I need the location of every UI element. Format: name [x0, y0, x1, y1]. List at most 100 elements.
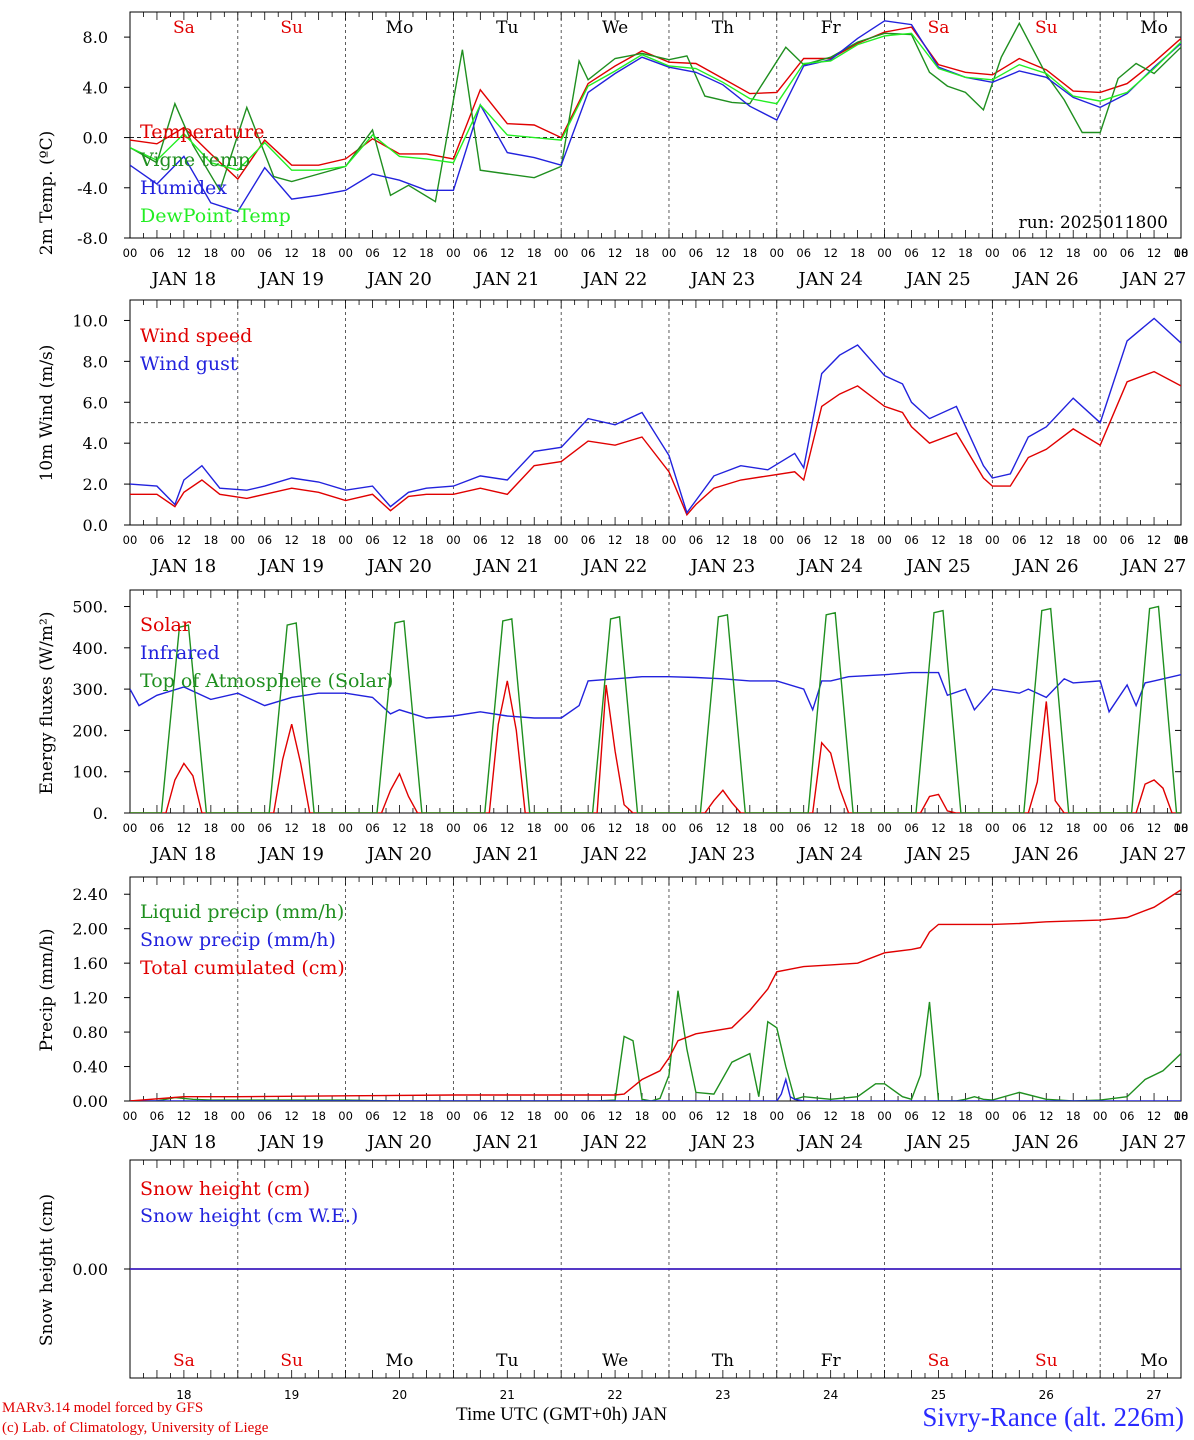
hour-label: 00 [1174, 821, 1189, 835]
hour-label: 12 [716, 246, 731, 260]
hour-label: 12 [823, 1109, 838, 1123]
legend-entry: Infrared [140, 642, 220, 664]
hour-label: 00 [877, 533, 892, 547]
time-axis-title: Time UTC (GMT+0h) JAN [456, 1404, 668, 1425]
date-label: JAN 27 [1120, 844, 1187, 865]
y-tick-label: 0.00 [72, 1260, 108, 1279]
chart-panel-1: 8.0 4.0 0.0 -4.0 -8.0 Temperature Vigne temp Hu… [37, 11, 1188, 290]
hour-label: 00 [554, 533, 569, 547]
hour-label: 12 [608, 533, 623, 547]
hour-label: 18 [311, 821, 326, 835]
hour-label: 00 [1093, 1109, 1108, 1123]
date-label: JAN 18 [150, 556, 217, 577]
hour-label: 12 [608, 246, 623, 260]
date-label: JAN 27 [1120, 556, 1187, 577]
series-line-solar [130, 680, 1181, 813]
hour-label: 06 [689, 246, 704, 260]
legend-entry: Snow height (cm) [140, 1178, 310, 1200]
hour-label: 18 [743, 821, 758, 835]
hour-label: 18 [419, 533, 434, 547]
hour-label: 12 [716, 1109, 731, 1123]
hour-label: 18 [850, 821, 865, 835]
hour-label: 00 [769, 1109, 784, 1123]
hour-label: 00 [769, 533, 784, 547]
hour-label: 18 [311, 1109, 326, 1123]
panel-frame [129, 299, 1182, 526]
date-label: JAN 26 [1012, 269, 1079, 290]
hour-label: 00 [769, 821, 784, 835]
hour-label: 06 [689, 821, 704, 835]
legend-entry: Liquid precip (mm/h) [140, 901, 344, 923]
credit-model: MARv3.14 model forced by GFS [2, 1400, 204, 1416]
chart-panel-2: 10.0 8.0 6.0 4.0 2.0 0.0 Wind speed Wind gust 10… [37, 299, 1188, 577]
hour-label: 00 [985, 533, 1000, 547]
series-line-dewpoint-temp [130, 32, 1181, 171]
hour-label: 12 [177, 246, 192, 260]
date-label: JAN 26 [1012, 556, 1079, 577]
series-line-snow-precip-mm-h- [130, 1076, 1181, 1101]
hour-label: 06 [581, 246, 596, 260]
date-label: JAN 18 [150, 269, 217, 290]
y-tick-label: 1.60 [72, 954, 108, 973]
hour-label: 06 [257, 821, 272, 835]
y-tick-label: 6.0 [83, 393, 108, 412]
hour-label: 06 [257, 1109, 272, 1123]
hour-label: 12 [1039, 246, 1054, 260]
hour-label: 18 [419, 246, 434, 260]
hour-label: 06 [1120, 246, 1135, 260]
day-number: 25 [931, 1388, 946, 1402]
hour-label: 12 [392, 821, 407, 835]
weekday-label-bottom: Fr [821, 1351, 842, 1371]
hour-label: 06 [365, 821, 380, 835]
hour-label: 06 [689, 533, 704, 547]
hour-label: 00 [877, 246, 892, 260]
date-label: JAN 25 [904, 844, 971, 865]
hour-label: 18 [204, 246, 219, 260]
date-label: JAN 23 [689, 556, 756, 577]
hour-label: 12 [1147, 821, 1162, 835]
y-tick-label: 0.0 [83, 516, 108, 535]
hour-label: 00 [554, 821, 569, 835]
weekday-label-bottom: Sa [173, 1351, 195, 1371]
date-label: JAN 19 [257, 556, 324, 577]
hour-label: 12 [284, 533, 299, 547]
hour-label: 18 [527, 821, 542, 835]
hour-label: 12 [392, 533, 407, 547]
hour-label: 12 [823, 821, 838, 835]
hour-label: 00 [554, 246, 569, 260]
weekday-label-bottom: Su [280, 1351, 303, 1371]
day-number: 23 [715, 1388, 730, 1402]
hour-label: 12 [1147, 246, 1162, 260]
weekday-label-top: Su [1035, 18, 1058, 38]
hour-label: 00 [123, 246, 138, 260]
hour-label: 00 [338, 1109, 353, 1123]
date-label: JAN 19 [257, 1132, 324, 1153]
weekday-label-top: Fr [821, 18, 842, 38]
hour-label: 06 [1120, 821, 1135, 835]
hour-label: 06 [1120, 533, 1135, 547]
hour-label: 12 [284, 1109, 299, 1123]
hour-label: 00 [662, 1109, 677, 1123]
hour-label: 18 [1066, 533, 1081, 547]
date-label: JAN 21 [473, 556, 540, 577]
legend-entry: Top of Atmosphere (Solar) [140, 670, 393, 692]
hour-label: 00 [230, 821, 245, 835]
series-line-wind-gust [130, 317, 1181, 515]
hour-label: 18 [635, 821, 650, 835]
series-line-temperature [130, 26, 1181, 181]
hour-label: 06 [150, 1109, 165, 1123]
hour-label: 12 [931, 1109, 946, 1123]
weekday-label-top: Th [712, 18, 734, 38]
date-label: JAN 25 [904, 269, 971, 290]
hour-label: 00 [985, 1109, 1000, 1123]
chart-panel-4: 2.40 2.00 1.60 1.20 0.80 0.40 0.00 Liquid preci… [37, 876, 1188, 1153]
hour-label: 18 [958, 246, 973, 260]
date-label: JAN 25 [904, 1132, 971, 1153]
weekday-label-bottom: Th [712, 1351, 734, 1371]
weekday-label-bottom: Su [1035, 1351, 1058, 1371]
hour-label: 18 [1066, 821, 1081, 835]
hour-label: 06 [473, 246, 488, 260]
hour-label: 12 [716, 821, 731, 835]
hour-label: 18 [850, 533, 865, 547]
